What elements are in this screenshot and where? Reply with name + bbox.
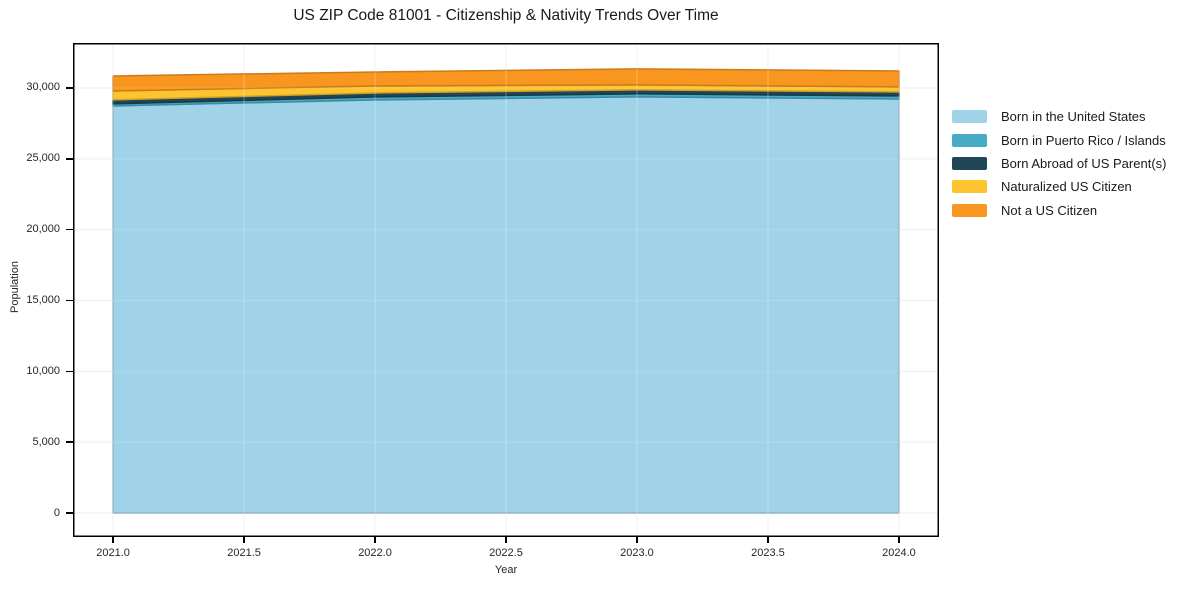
y-tick-label: 10,000	[26, 364, 60, 377]
y-tick-mark	[66, 370, 73, 373]
y-tick-mark	[66, 299, 73, 302]
y-tick-label: 0	[53, 506, 60, 519]
gridline-overlay	[73, 43, 939, 537]
y-tick-mark	[66, 228, 73, 231]
x-tick-mark	[112, 537, 114, 543]
x-tick-label: 2021.0	[96, 547, 130, 559]
x-tick-label: 2024.0	[882, 547, 916, 559]
x-tick-mark	[505, 537, 507, 543]
y-tick-mark	[66, 512, 73, 514]
legend: Born in the United States Born in Puerto …	[952, 105, 1189, 222]
y-axis-title: Population	[9, 261, 21, 313]
y-tick-mark	[66, 87, 73, 89]
area-series-group	[112, 68, 900, 514]
plot-area	[73, 43, 939, 537]
x-tick-label: 2022.5	[489, 547, 523, 559]
legend-label: Born Abroad of US Parent(s)	[1001, 155, 1167, 171]
legend-swatch	[952, 133, 987, 147]
stacked-area-plot	[73, 43, 939, 537]
legend-item: Born in the United States	[952, 105, 1189, 128]
x-axis-title: Year	[494, 564, 518, 576]
legend-label: Born in Puerto Rico / Islands	[1001, 132, 1166, 148]
legend-item: Not a US Citizen	[952, 199, 1189, 222]
legend-item: Born in Puerto Rico / Islands	[952, 128, 1189, 151]
x-tick-mark	[636, 537, 638, 543]
area-series-4	[112, 68, 900, 92]
legend-label: Naturalized US Citizen	[1001, 179, 1132, 195]
x-tick-label: 2022.0	[358, 547, 392, 559]
legend-item: Born Abroad of US Parent(s)	[952, 152, 1189, 175]
plot-frame	[73, 43, 939, 537]
y-tick-label: 5,000	[32, 435, 60, 448]
y-tick-label: 20,000	[26, 223, 60, 236]
y-tick-mark	[66, 158, 73, 160]
legend-swatch	[952, 203, 987, 217]
legend-label: Born in the United States	[1001, 109, 1146, 125]
legend-label: Not a US Citizen	[1001, 202, 1098, 218]
legend-item: Naturalized US Citizen	[952, 175, 1189, 198]
y-tick-label: 15,000	[26, 293, 60, 306]
y-tick-label: 30,000	[26, 81, 60, 94]
legend-swatch	[952, 110, 987, 124]
y-tick-mark	[66, 441, 73, 443]
x-tick-mark	[898, 537, 900, 543]
x-tick-mark	[767, 537, 769, 543]
x-tick-mark	[374, 537, 376, 543]
x-tick-label: 2021.5	[227, 547, 261, 559]
y-tick-label: 25,000	[26, 152, 60, 165]
legend-swatch	[952, 156, 987, 170]
chart-title: US ZIP Code 81001 - Citizenship & Nativi…	[293, 7, 719, 24]
x-tick-label: 2023.0	[620, 547, 654, 559]
legend-swatch	[952, 180, 987, 194]
x-tick-mark	[243, 537, 245, 543]
x-tick-label: 2023.5	[751, 547, 785, 559]
